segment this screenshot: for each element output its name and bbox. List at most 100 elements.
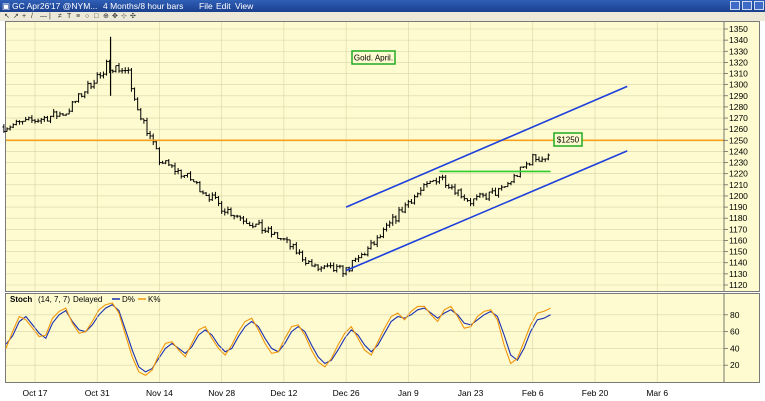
ohlc-bar	[182, 174, 186, 179]
ohlc-bar	[282, 237, 286, 241]
stoch-tick-label: 60	[730, 327, 740, 337]
ohlc-bar	[92, 79, 96, 89]
fib-icon[interactable]: ≡	[76, 13, 81, 20]
price-tick-label: 1270	[729, 113, 748, 123]
rect-icon[interactable]: □	[94, 13, 99, 20]
ohlc-bar	[154, 140, 158, 150]
ohlc-bar	[437, 176, 441, 184]
price-overlays	[6, 85, 724, 272]
ohlc-bar	[325, 263, 329, 268]
ohlc-bar	[528, 162, 532, 166]
channel-upper-line	[345, 85, 628, 208]
minimize-icon[interactable]	[730, 1, 740, 10]
ohlc-bar	[120, 68, 124, 74]
price-tick-label: 1130	[729, 269, 748, 279]
ohlc-bar	[413, 194, 417, 205]
ohlc-bar	[469, 198, 473, 207]
ohlc-bar	[86, 80, 90, 95]
ohlc-bar	[353, 257, 357, 263]
ohlc-bar	[531, 153, 535, 166]
cursor-icon[interactable]: ↖	[4, 13, 10, 20]
price-tick-label: 1120	[729, 280, 748, 290]
ohlc-bar	[157, 147, 161, 166]
ohlc-bar	[304, 257, 308, 266]
price-tick-label: 1150	[729, 247, 748, 257]
ohlc-bar	[148, 130, 152, 140]
k-line	[5, 302, 551, 376]
ohlc-bar	[167, 159, 171, 167]
ohlc-bar	[220, 200, 224, 215]
text-icon[interactable]: T	[67, 13, 72, 20]
stoch-label: Stoch	[10, 295, 32, 304]
arrow-icon[interactable]: ↗	[13, 13, 19, 20]
ohlc-bar	[338, 264, 342, 269]
stoch-panel	[5, 293, 760, 383]
ohlc-bar	[179, 169, 183, 179]
ohlc-bar	[375, 235, 379, 248]
price-tick-label: 1230	[729, 158, 748, 168]
settings-icon[interactable]: ✣	[130, 13, 136, 20]
timeframe-label[interactable]: 4 Months/8 hour bars	[103, 1, 184, 11]
ohlc-bar	[297, 249, 301, 255]
stoch-mode: Delayed	[73, 295, 102, 304]
stoch-params: (14, 7, 7)	[38, 295, 70, 304]
ohlc-bar	[248, 221, 252, 227]
ohlc-bar	[434, 177, 438, 185]
ohlc-bar	[515, 174, 519, 177]
channel-icon[interactable]: ≠	[58, 13, 62, 20]
price-tick-label: 1250	[729, 135, 748, 145]
vline-icon[interactable]: |	[49, 13, 51, 20]
ohlc-bar	[55, 110, 59, 120]
maximize-icon[interactable]	[742, 1, 752, 10]
ohlc-bar	[207, 193, 211, 202]
ohlc-bar	[11, 123, 15, 129]
ohlc-bar	[129, 67, 133, 92]
trendline-icon[interactable]: /	[31, 13, 33, 20]
ohlc-bar	[372, 240, 376, 246]
crosshair-icon[interactable]: +	[22, 13, 27, 20]
ohlc-bar	[546, 153, 550, 161]
hline-icon[interactable]: —	[40, 13, 47, 20]
ohlc-bar	[422, 183, 426, 191]
ohlc-bar	[385, 222, 389, 232]
price-tick-label: 1160	[729, 235, 748, 245]
stoch-layer: 20 40 60 80	[5, 294, 740, 382]
price-label-box[interactable]: $1250	[553, 132, 583, 147]
price-panel	[5, 21, 760, 292]
ohlc-bar	[301, 250, 305, 262]
ohlc-bar	[509, 181, 513, 186]
ohlc-bar	[369, 239, 373, 250]
symbol-title[interactable]: GC Apr26'17 @NYM...	[12, 1, 98, 11]
ohlc-bar	[27, 116, 31, 121]
price-tick-label: 1340	[729, 35, 748, 45]
ohlc-bar	[381, 227, 385, 239]
zoom-icon[interactable]: ⊕	[103, 13, 109, 20]
ohlc-bar	[189, 171, 193, 181]
annotation-box[interactable]: Gold. April.	[351, 50, 396, 65]
measure-icon[interactable]: ⊹	[121, 13, 127, 20]
ellipse-icon[interactable]: ○	[85, 13, 90, 20]
menu-file[interactable]: File	[199, 1, 213, 11]
ohlc-bar	[195, 180, 199, 185]
ohlc-bar	[406, 199, 410, 208]
ohlc-bar	[254, 223, 258, 228]
ohlc-bar	[307, 260, 311, 264]
ohlc-bar	[400, 206, 404, 213]
ohlc-bar	[360, 252, 364, 259]
ohlc-bar	[67, 108, 71, 115]
close-icon[interactable]	[754, 1, 764, 10]
menu-view[interactable]: View	[235, 1, 254, 11]
menu-edit[interactable]: Edit	[216, 1, 231, 11]
price-label-border	[553, 132, 583, 147]
title-menu-icon[interactable]: ▣	[2, 1, 11, 11]
stoch-tick-label: 20	[730, 360, 740, 370]
x-tick-label: Jan 23	[458, 388, 484, 398]
ohlc-bar	[357, 254, 361, 263]
ohlc-bar	[192, 179, 196, 183]
pan-icon[interactable]: ✥	[112, 13, 118, 20]
ohlc-bar	[21, 120, 25, 125]
ohlc-bar	[2, 124, 6, 133]
